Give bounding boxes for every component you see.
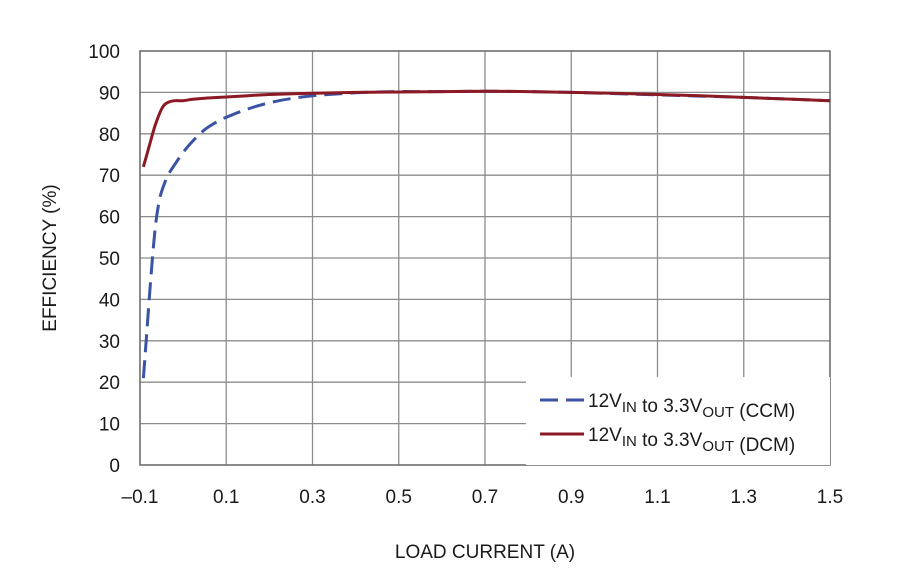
- y-tick-label: 100: [88, 42, 120, 63]
- legend-text-part: (CCM): [734, 401, 795, 422]
- y-axis-label: EFFICIENCY (%): [40, 184, 61, 331]
- x-tick-label: 0.5: [386, 487, 412, 508]
- series-lines: [141, 89, 831, 379]
- y-tick-label: 50: [99, 249, 120, 270]
- grid: [140, 51, 830, 465]
- legend-text-part: 12V: [588, 425, 622, 446]
- x-tick-label: 0.3: [299, 487, 325, 508]
- x-tick-label: 0.9: [558, 487, 584, 508]
- legend-text-part: (DCM): [734, 435, 795, 456]
- legend-text-part: 12V: [588, 391, 622, 412]
- x-tick-label: 0.1: [213, 487, 239, 508]
- legend-entry: 12VIN to 3.3VOUT (CCM): [588, 391, 795, 422]
- legend-entry: 12VIN to 3.3VOUT (DCM): [588, 425, 795, 456]
- y-tick-label: 80: [99, 125, 120, 146]
- x-tick-labels: –0.1 0.1 0.3 0.5 0.7 0.9 1.1 1.3 1.5: [122, 487, 844, 508]
- x-tick-label: 1.3: [731, 487, 757, 508]
- y-tick-label: 10: [99, 415, 120, 436]
- y-tick-label: 90: [99, 83, 120, 104]
- legend-subscript: OUT: [702, 438, 734, 455]
- legend-box: [526, 377, 830, 465]
- plot-border: [139, 50, 831, 466]
- legend-subscript: IN: [622, 433, 637, 450]
- legend: 12VIN to 3.3VOUT (CCM)12VIN to 3.3VOUT (…: [526, 377, 830, 465]
- legend-subscript: IN: [622, 399, 637, 416]
- plot-frame: [139, 50, 831, 466]
- y-tick-label: 20: [99, 373, 120, 394]
- y-tick-label: 0: [109, 456, 120, 477]
- y-tick-label: 70: [99, 166, 120, 187]
- x-tick-label: –0.1: [122, 487, 159, 508]
- legend-text-part: to 3.3V: [637, 430, 703, 451]
- x-tick-label: 1.1: [644, 487, 670, 508]
- legend-subscript: OUT: [702, 404, 734, 421]
- x-axis-label: LOAD CURRENT (A): [395, 542, 575, 563]
- legend-text-part: to 3.3V: [637, 396, 703, 417]
- y-tick-label: 60: [99, 208, 120, 229]
- y-tick-label: 40: [99, 290, 120, 311]
- y-tick-labels: 0 10 20 30 40 50 60 70 80 90 100: [88, 42, 120, 477]
- y-tick-label: 30: [99, 332, 120, 353]
- x-tick-label: 1.5: [817, 487, 843, 508]
- x-tick-label: 0.7: [472, 487, 498, 508]
- series-line-dcm: [141, 89, 831, 168]
